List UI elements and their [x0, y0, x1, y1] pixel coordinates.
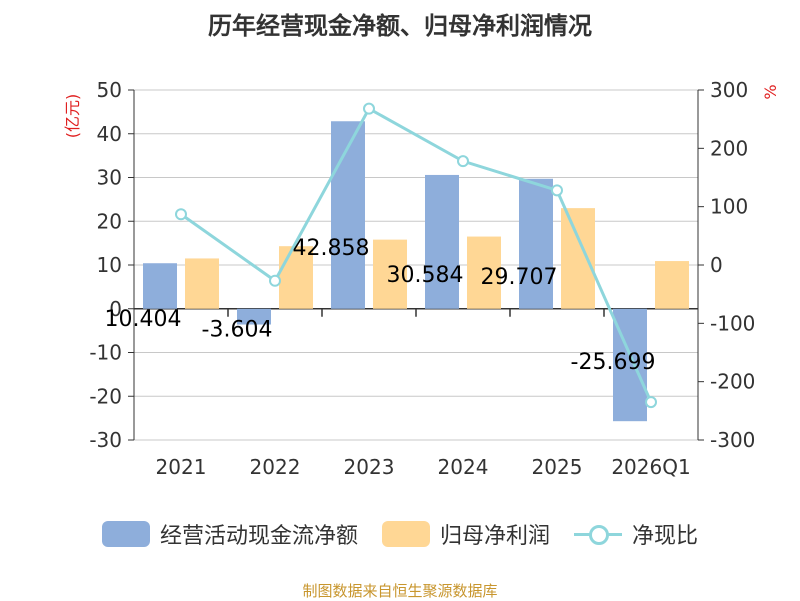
point-cash-ratio	[269, 274, 281, 287]
right-axis-tick-label: 300	[710, 78, 748, 102]
legend-item-cashflow[interactable]: 经营活动现金流净额	[101, 518, 358, 550]
right-axis-tick-label: -100	[710, 311, 755, 335]
left-axis-tick-label: -30	[89, 428, 122, 452]
bar-cashflow	[331, 121, 365, 309]
bar-net-profit	[561, 208, 595, 309]
point-cash-ratio	[175, 208, 187, 221]
right-axis-tick-label: 0	[710, 253, 723, 277]
left-axis-tick-label: 20	[97, 209, 122, 233]
legend-label-cashflow: 经营活动现金流净额	[159, 524, 358, 549]
right-axis-tick-label: -300	[710, 428, 755, 452]
chart-title: 历年经营现金净额、归母净利润情况	[208, 12, 592, 40]
point-cash-ratio	[457, 155, 469, 168]
legend-item-cash-ratio[interactable]: 净现比	[574, 518, 698, 550]
bar-cashflow	[425, 174, 459, 309]
bar-net-profit	[279, 246, 313, 309]
legend-label-net-profit: 归母净利润	[439, 524, 550, 549]
data-label-cashflow: -25.699	[571, 350, 656, 375]
left-axis-tick-label: 30	[97, 166, 122, 190]
bar-cashflow	[143, 263, 177, 309]
legend-item-net-profit[interactable]: 归母净利润	[381, 518, 550, 550]
left-axis-unit: (亿元)	[63, 94, 82, 139]
data-label-cashflow: 30.584	[387, 263, 464, 288]
legend-swatch-net-profit	[381, 521, 430, 547]
x-axis-category-label: 2022	[250, 455, 301, 479]
left-axis-tick-label: -10	[89, 341, 122, 365]
right-axis-tick-label: -200	[710, 370, 755, 394]
bar-net-profit	[655, 261, 689, 309]
x-axis-category-label: 2021	[156, 455, 207, 479]
data-label-cashflow: -3.604	[202, 318, 273, 343]
bar-cashflow	[519, 178, 553, 309]
legend: 经营活动现金流净额 归母净利润 净现比	[0, 518, 800, 550]
right-axis-tick-label: 100	[710, 195, 748, 219]
left-axis-tick-label: 40	[97, 122, 122, 146]
left-axis-tick-label: 50	[97, 78, 122, 102]
bar-net-profit	[373, 239, 407, 309]
x-axis-category-label: 2025	[532, 455, 583, 479]
legend-swatch-cashflow	[101, 521, 150, 547]
left-axis-tick-label: 0	[109, 297, 122, 321]
data-label-cashflow: 29.707	[481, 265, 558, 290]
bar-cashflow	[237, 308, 271, 325]
x-axis-category-label: 2024	[438, 455, 489, 479]
x-axis-category-label: 2026Q1	[611, 455, 690, 479]
bar-net-profit	[185, 258, 219, 309]
x-axis-category-label: 2023	[344, 455, 395, 479]
right-axis-unit: %	[761, 84, 780, 99]
point-cash-ratio	[551, 184, 563, 197]
point-cash-ratio	[363, 102, 375, 115]
left-axis-tick-label: -20	[89, 384, 122, 408]
bar-net-profit	[467, 236, 501, 309]
right-axis-tick-label: 200	[710, 136, 748, 160]
legend-label-cash-ratio: 净现比	[632, 524, 699, 549]
point-cash-ratio	[645, 396, 657, 409]
legend-swatch-cash-ratio	[574, 521, 622, 547]
left-axis-tick-label: 10	[97, 253, 122, 277]
line-cash-ratio	[180, 106, 653, 403]
data-label-cashflow: 10.404	[105, 307, 182, 332]
source-note: 制图数据来自恒生聚源数据库	[302, 582, 498, 600]
data-label-cashflow: 42.858	[293, 236, 370, 261]
